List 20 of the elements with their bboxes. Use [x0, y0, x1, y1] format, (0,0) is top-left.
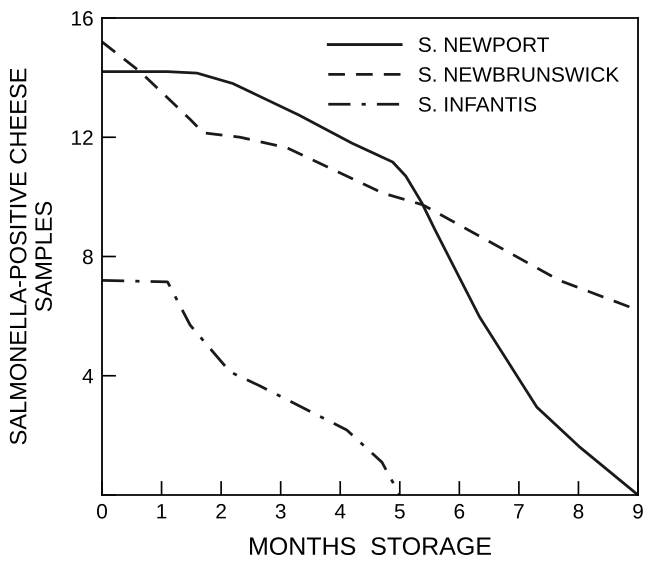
x-tick-label: 5 [394, 504, 405, 519]
x-tick-label: 0 [97, 504, 107, 519]
y-tick-label: 8 [82, 250, 93, 264]
legend-label: S. INFANTIS [418, 96, 536, 112]
legend-label: S. NEWPORT [418, 37, 549, 52]
x-tick-label: 4 [334, 504, 346, 518]
y-tick-label: 16 [72, 11, 93, 26]
x-tick-label: 6 [454, 504, 464, 519]
x-axis-title: MONTHS STORAGE [250, 537, 491, 556]
x-tick-label: 9 [633, 504, 643, 519]
x-tick-label: 8 [574, 504, 584, 519]
y-tick-label: 12 [72, 130, 93, 145]
x-tick-label: 2 [216, 504, 226, 518]
y-tick-label: 4 [82, 368, 94, 384]
legend-label: S. NEWBRUNSWICK [418, 67, 620, 82]
x-tick-label: 7 [514, 504, 524, 518]
y-axis-title: SALMONELLA-POSITIVE CHEESE SAMPLES [10, 68, 52, 444]
x-tick-label: 1 [157, 504, 166, 518]
x-tick-label: 3 [276, 504, 286, 519]
line-series [102, 278, 402, 495]
